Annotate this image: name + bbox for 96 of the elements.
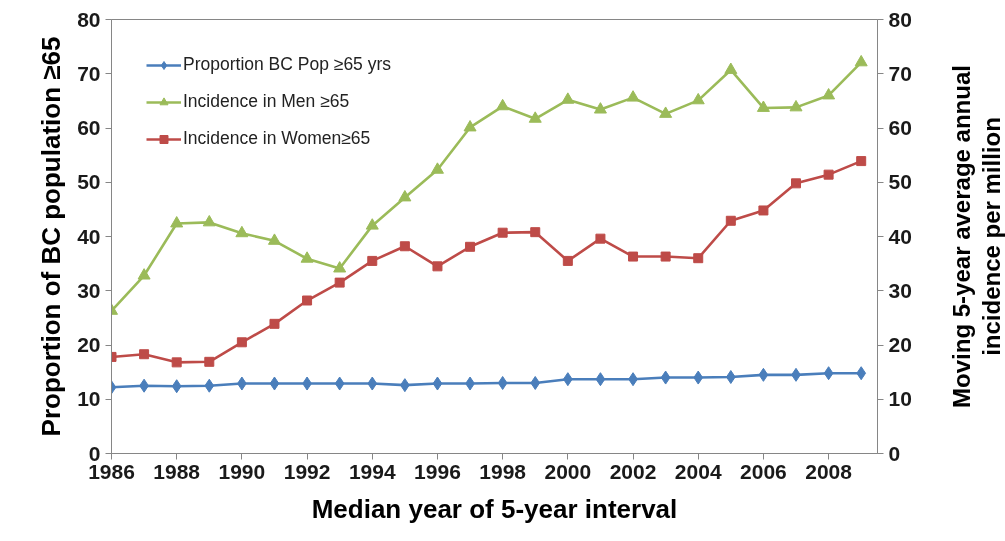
point [691,92,705,105]
x-tick-label: 2008 [805,459,853,483]
point [139,349,150,360]
point [660,251,671,262]
y-tick-label: 10 [77,387,101,411]
y-tick-label: 30 [77,278,101,302]
legend-label: Incidence in Men ≥65 [183,91,350,112]
point [432,261,443,272]
point [334,277,345,288]
point [202,214,216,227]
point [269,376,280,391]
point [854,54,868,67]
point [497,375,508,390]
point [530,375,541,390]
point [465,241,476,252]
point [137,268,151,280]
point [856,366,867,381]
y2-tick-label: 60 [888,116,912,139]
point [693,370,704,385]
point [823,366,834,381]
point [593,102,607,114]
point [398,190,412,202]
y-tick-label: 60 [77,116,101,139]
y2-tick-label: 80 [888,7,912,31]
point [430,162,444,174]
point [724,62,738,74]
legend-label: Incidence in Women≥65 [183,128,371,149]
x-tick-label: 1992 [283,459,331,483]
x-tick-label: 2006 [740,459,787,483]
point [693,253,704,264]
y2-tick-label: 20 [888,333,912,356]
point [758,367,769,382]
y-axis-title: Proportion of BC population ≥65 [36,36,67,437]
point [626,90,640,102]
point [333,261,347,273]
point [823,169,834,180]
legend-label: Proportion BC Pop ≥65 yrs [183,54,392,75]
point [334,376,345,391]
point [628,251,639,262]
point [822,88,836,100]
point [170,216,184,228]
y-tick-label: 70 [77,61,101,85]
point [725,370,736,385]
y-tick-label: 50 [77,170,101,194]
x-tick-label: 2004 [674,459,722,483]
point [204,356,215,367]
point [463,120,477,132]
x-tick-label: 1988 [153,459,201,483]
point [367,255,378,266]
x-tick-label: 1998 [479,459,527,483]
y2-tick-label: 30 [888,278,912,302]
point [302,295,313,306]
x-tick-label: 2000 [544,459,592,483]
point [562,255,573,266]
point [856,156,867,167]
y2-tick-label: 40 [888,224,912,248]
point [432,376,443,391]
point [530,227,541,238]
point [758,205,769,216]
y2-tick-label: 50 [888,170,912,194]
point [365,218,379,230]
x-tick-label: 2002 [609,459,657,483]
point [171,379,182,394]
x-tick-label: 1994 [348,459,396,483]
point [300,251,314,263]
point [791,178,802,189]
point [269,318,280,329]
y-tick-label: 40 [77,224,101,248]
y2-axis-title: Moving 5-year average annual incidence per million [948,65,1005,408]
point [367,376,378,391]
x-tick-label: 1990 [218,459,266,483]
point [595,233,606,244]
point [399,241,410,252]
y2-tick-label: 70 [888,61,912,85]
point [789,99,803,112]
point [528,111,542,123]
point [236,337,247,348]
y-tick-label: 0 [88,441,101,465]
point [267,233,281,245]
x-axis-title: Median year of 5-year interval [311,493,678,524]
point [496,98,510,111]
point [235,225,249,238]
y-tick-label: 80 [77,7,101,31]
point [497,227,508,238]
point [595,372,606,387]
y2-tick-label: 10 [888,387,912,411]
point [725,215,736,226]
point [659,106,673,118]
point [171,357,182,368]
y-tick-label: 20 [77,333,101,356]
x-tick-label: 1996 [414,459,461,483]
point [561,92,575,104]
point [660,370,671,385]
y2-tick-label: 0 [888,441,901,465]
point [204,378,215,393]
point [756,100,770,112]
